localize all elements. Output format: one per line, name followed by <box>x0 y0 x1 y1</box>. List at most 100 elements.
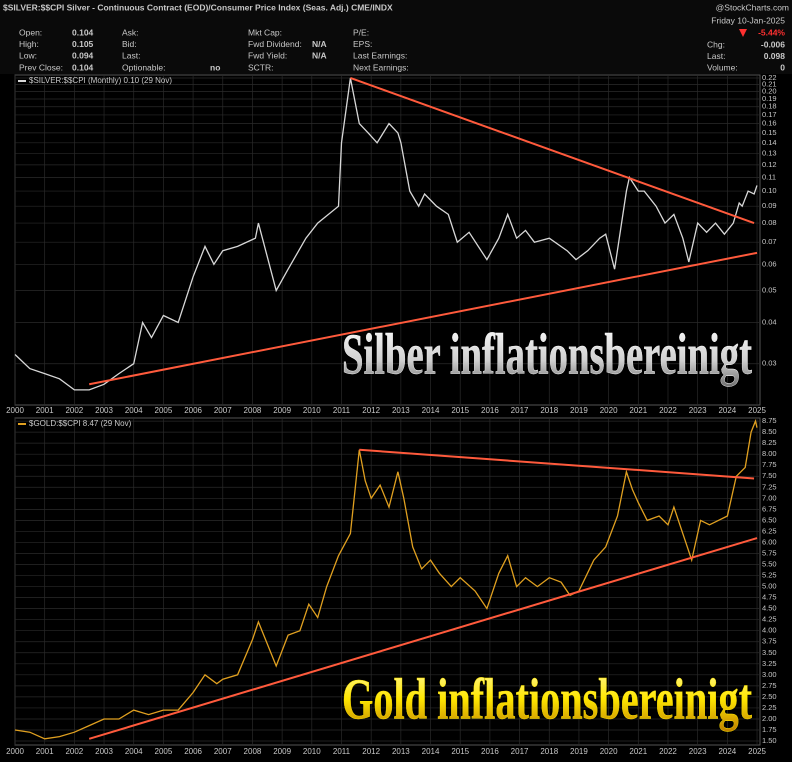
y-tick-label: 2.00 <box>762 714 777 723</box>
y-tick-label: 0.10 <box>762 186 777 195</box>
quote-label: Last: <box>707 51 725 61</box>
quote-label: Ask: <box>122 27 139 37</box>
quote-value: N/A <box>312 51 327 61</box>
y-tick-label: 2.50 <box>762 692 777 701</box>
quote-label: P/E: <box>353 27 369 37</box>
quote-value: 0.098 <box>764 51 786 61</box>
y-tick-label: 6.50 <box>762 515 777 524</box>
x-tick-label: 2010 <box>303 406 321 415</box>
x-tick-label: 2013 <box>392 747 410 756</box>
x-tick-label: 2024 <box>718 747 736 756</box>
trendline <box>88 537 758 740</box>
x-tick-label: 2023 <box>689 747 707 756</box>
x-tick-label: 2005 <box>155 747 173 756</box>
y-tick-label: 8.75 <box>762 416 777 425</box>
x-tick-label: 2003 <box>95 747 113 756</box>
annotation: Gold inflationsbereinigt <box>342 666 752 731</box>
x-tick-label: 2014 <box>422 747 440 756</box>
y-tick-label: 0.04 <box>762 317 777 326</box>
price-line <box>14 77 758 391</box>
quote-value: 0 <box>780 63 785 73</box>
x-tick-label: 2012 <box>362 747 380 756</box>
y-tick-label: 3.25 <box>762 659 777 668</box>
x-tick-label: 2011 <box>333 406 351 415</box>
quote-label: Next Earnings: <box>353 62 409 72</box>
y-tick-label: 0.18 <box>762 102 777 111</box>
x-tick-label: 2017 <box>511 406 529 415</box>
y-tick-label: 3.00 <box>762 670 777 679</box>
x-tick-label: 2004 <box>125 406 143 415</box>
y-tick-label: 0.20 <box>762 87 777 96</box>
y-tick-label: 0.12 <box>762 160 777 169</box>
quote-value: no <box>210 62 220 72</box>
y-tick-label: 7.50 <box>762 471 777 480</box>
x-tick-label: 2001 <box>36 747 54 756</box>
x-tick-label: 2018 <box>540 747 558 756</box>
trendline <box>350 77 755 225</box>
x-tick-label: 2015 <box>451 406 469 415</box>
trendline <box>359 448 755 480</box>
legend-label: $SILVER:$$CPI (Monthly) 0.10 (29 Nov) <box>29 76 172 85</box>
quote-label: EPS: <box>353 39 372 49</box>
quote-value: -0.006 <box>761 39 785 49</box>
y-tick-label: 5.00 <box>762 582 777 591</box>
y-tick-label: 6.75 <box>762 504 777 513</box>
y-tick-label: 2.25 <box>762 703 777 712</box>
x-tick-label: 2025 <box>748 747 766 756</box>
x-tick-label: 2021 <box>629 406 647 415</box>
quote-label: Last: <box>122 51 140 61</box>
quote-value: 0.104 <box>72 27 94 37</box>
y-tick-label: 0.08 <box>762 218 777 227</box>
x-tick-label: 2022 <box>659 406 677 415</box>
x-tick-label: 2007 <box>214 406 232 415</box>
quote-label: Bid: <box>122 39 137 49</box>
y-tick-label: 4.50 <box>762 604 777 613</box>
y-tick-label: 5.25 <box>762 571 777 580</box>
y-tick-label: 0.13 <box>762 148 777 157</box>
quote-value: N/A <box>312 39 327 49</box>
x-tick-label: 2006 <box>184 747 202 756</box>
y-tick-label: 4.00 <box>762 626 777 635</box>
y-tick-label: 6.00 <box>762 537 777 546</box>
y-tick-label: 3.75 <box>762 637 777 646</box>
x-tick-label: 2004 <box>125 747 143 756</box>
x-tick-label: 2012 <box>362 406 380 415</box>
quote-label: Low: <box>19 51 37 61</box>
x-tick-label: 2022 <box>659 747 677 756</box>
y-tick-label: 0.07 <box>762 237 777 246</box>
y-tick-label: 0.06 <box>762 259 777 268</box>
y-tick-label: 7.00 <box>762 493 777 502</box>
quote-label: Optionable: <box>122 62 165 72</box>
x-tick-label: 2007 <box>214 747 232 756</box>
y-tick-label: 1.50 <box>762 736 777 745</box>
x-tick-label: 2006 <box>184 406 202 415</box>
date: Friday 10-Jan-2025 <box>711 15 785 25</box>
x-tick-label: 2005 <box>155 406 173 415</box>
y-tick-label: 5.75 <box>762 548 777 557</box>
y-tick-label: 0.15 <box>762 128 777 137</box>
legend-label: $GOLD:$$CPI 8.47 (29 Nov) <box>29 419 132 428</box>
y-tick-label: 0.21 <box>762 80 777 89</box>
quote-value: 0.105 <box>72 39 94 49</box>
y-tick-label: 1.75 <box>762 725 777 734</box>
quote-label: SCTR: <box>248 62 274 72</box>
x-tick-label: 2015 <box>451 747 469 756</box>
x-tick-label: 2024 <box>718 406 736 415</box>
y-tick-label: 0.19 <box>762 94 777 103</box>
x-tick-label: 2013 <box>392 406 410 415</box>
quote-value: 0.104 <box>72 62 94 72</box>
brand: @StockCharts.com <box>716 2 789 12</box>
y-tick-label: 0.11 <box>762 172 776 181</box>
header-bar <box>0 0 792 74</box>
quote-label: Volume: <box>707 63 738 73</box>
x-tick-label: 2008 <box>244 747 262 756</box>
x-tick-label: 2009 <box>273 747 291 756</box>
x-tick-label: 2020 <box>600 406 618 415</box>
y-tick-label: 0.05 <box>762 285 777 294</box>
x-tick-label: 2003 <box>95 406 113 415</box>
x-tick-label: 2019 <box>570 406 588 415</box>
x-tick-label: 2011 <box>333 747 351 756</box>
x-tick-label: 2018 <box>540 406 558 415</box>
y-tick-label: 3.50 <box>762 648 777 657</box>
